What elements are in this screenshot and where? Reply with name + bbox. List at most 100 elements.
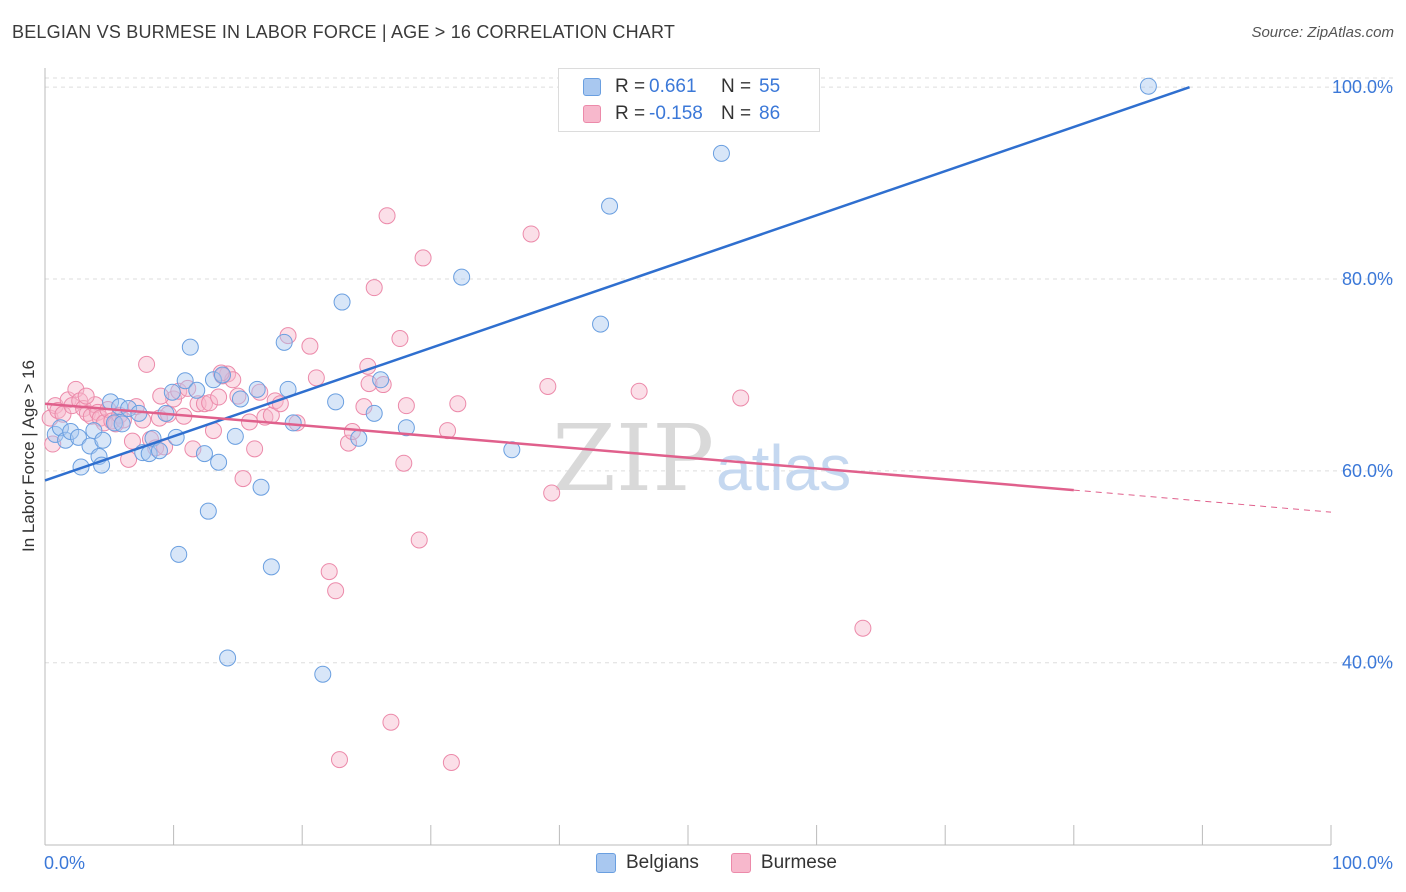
burmese-point: [44, 435, 62, 453]
belgians-point: [350, 429, 368, 447]
belgians-point: [601, 197, 619, 215]
n-value: 55: [759, 76, 781, 97]
axes: [44, 68, 1332, 846]
burmese-point: [854, 619, 872, 637]
belgians-point: [365, 404, 383, 422]
burmese-legend-label: Burmese: [760, 852, 837, 873]
y-tick-label: 60.0%: [1342, 461, 1393, 481]
grid-lines: [45, 77, 1394, 664]
x-tick-label-right: 100.0%: [1332, 853, 1393, 873]
belgians-point: [163, 383, 181, 401]
belgians-swatch: [583, 78, 601, 96]
burmese-point: [330, 751, 348, 769]
burmese-trend-line: [44, 402, 1074, 492]
belgians-legend-label: Belgians: [626, 852, 699, 873]
burmese-point: [320, 563, 338, 581]
burmese-point: [391, 330, 409, 348]
belgians-point: [248, 380, 266, 398]
burmese-point: [365, 279, 383, 297]
belgians-point: [210, 453, 228, 471]
r-label: R =: [615, 76, 646, 97]
belgians-point: [453, 268, 471, 286]
belgians-point: [57, 431, 75, 449]
belgians-point: [333, 293, 351, 311]
x-tick-label-left: 0.0%: [44, 853, 85, 873]
r-label: R =: [615, 103, 646, 124]
belgians-point: [181, 338, 199, 356]
belgians-point: [592, 315, 610, 333]
legend-item-burmese[interactable]: Burmese: [730, 852, 837, 874]
burmese-point: [229, 387, 247, 405]
belgians-point: [712, 144, 730, 162]
belgians-point: [150, 442, 168, 460]
y-tick-label: 40.0%: [1342, 653, 1393, 673]
belgians-point: [170, 545, 188, 563]
n-label: N =: [721, 103, 752, 124]
burmese-point: [246, 440, 264, 458]
belgians-point: [113, 415, 131, 433]
r-value: -0.158: [649, 103, 703, 124]
r-value: 0.661: [649, 76, 697, 97]
belgians-point: [213, 366, 231, 384]
burmese-point: [327, 582, 345, 600]
burmese-point: [343, 423, 361, 441]
burmese-point: [210, 388, 228, 406]
belgians-point: [262, 558, 280, 576]
burmese-point: [543, 484, 561, 502]
burmese-point: [414, 249, 432, 267]
burmese-point: [355, 398, 373, 416]
y-tick-label: 80.0%: [1342, 269, 1393, 289]
belgians-point: [195, 445, 213, 463]
burmese-point: [234, 470, 252, 488]
belgians-point: [188, 381, 206, 399]
belgians-point: [397, 419, 415, 437]
burmese-point: [170, 382, 188, 400]
stats-legend: R = 0.661 N = 55 R = -0.158 N = 86: [558, 68, 820, 132]
burmese-point: [288, 414, 306, 432]
burmese-point: [397, 397, 415, 415]
burmese-point: [77, 387, 95, 405]
burmese-trend-extension: [1073, 489, 1332, 513]
burmese-legend-swatch: [730, 853, 751, 873]
belgians-point: [69, 428, 87, 446]
burmese-point: [307, 369, 325, 387]
burmese-point: [395, 454, 413, 472]
belgians-point: [94, 431, 112, 449]
burmese-point: [195, 395, 213, 413]
legend-item-belgians[interactable]: Belgians: [596, 852, 699, 874]
belgians-point: [120, 400, 138, 418]
burmese-swatch: [583, 105, 601, 123]
burmese-point: [630, 382, 648, 400]
chart-title: BELGIAN VS BURMESE IN LABOR FORCE | AGE …: [12, 22, 676, 42]
burmese-point: [410, 531, 428, 549]
n-label: N =: [721, 76, 752, 97]
belgians-point: [199, 502, 217, 520]
burmese-point: [201, 394, 219, 412]
source-label: Source: ZipAtlas.com: [1251, 24, 1394, 41]
trend-lines: [44, 86, 1332, 513]
belgians-point: [372, 371, 390, 389]
burmese-point: [382, 713, 400, 731]
watermark-atlas: atlas: [716, 432, 851, 504]
burmese-point: [107, 415, 125, 433]
y-tick-label: 100.0%: [1332, 77, 1393, 97]
y-axis-label: In Labor Force | Age > 16: [19, 360, 38, 552]
tick-labels: 40.0% 60.0% 80.0% 100.0% 0.0% 100.0%: [44, 77, 1393, 873]
belgians-point: [327, 393, 345, 411]
belgians-point: [275, 333, 293, 351]
belgians-trend-line: [44, 86, 1190, 482]
burmese-point: [301, 337, 319, 355]
burmese-point: [374, 376, 392, 394]
belgians-point: [314, 665, 332, 683]
burmese-point: [378, 207, 396, 225]
burmese-point: [449, 395, 467, 413]
burmese-point: [522, 225, 540, 243]
belgians-point: [1139, 77, 1157, 95]
burmese-point: [251, 383, 269, 401]
burmese-point: [442, 754, 460, 772]
burmese-point: [732, 389, 750, 407]
burmese-point: [138, 355, 156, 373]
series-legend: Belgians Burmese: [596, 852, 869, 874]
legend-row-belgians: R = 0.661 N = 55: [583, 75, 780, 99]
